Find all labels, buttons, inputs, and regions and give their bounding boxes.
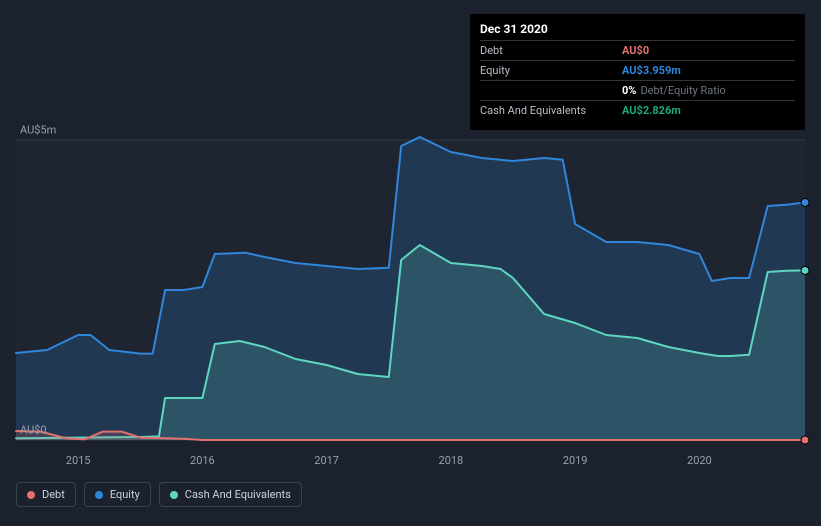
- tooltip-date: Dec 31 2020: [480, 22, 795, 40]
- x-axis-label: 2015: [66, 454, 91, 467]
- legend-item-debt[interactable]: Debt: [16, 482, 76, 507]
- tooltip-row-label: Debt: [480, 44, 622, 57]
- hover-marker-cash: [801, 266, 809, 274]
- tooltip-row: DebtAU$0: [480, 40, 795, 60]
- legend-dot: [27, 491, 35, 499]
- chart-legend: Debt Equity Cash And Equivalents: [16, 482, 302, 507]
- x-axis-label: 2018: [439, 454, 464, 467]
- tooltip-row-value: AU$0: [622, 44, 649, 57]
- x-axis-label: 2020: [687, 454, 712, 467]
- tooltip-row-label: Equity: [480, 64, 622, 77]
- y-axis-label: AU$0: [20, 424, 47, 437]
- tooltip-row-value: AU$2.826m: [622, 104, 681, 117]
- chart-area[interactable]: AU$5m AU$0 2015 2016 2017 2018 2019 2020: [16, 120, 805, 480]
- x-axis-label: 2019: [563, 454, 588, 467]
- chart-svg[interactable]: [16, 120, 805, 480]
- tooltip-row-label: Cash And Equivalents: [480, 104, 622, 117]
- legend-dot: [95, 491, 103, 499]
- tooltip-row: EquityAU$3.959m: [480, 60, 795, 80]
- legend-label: Debt: [42, 488, 65, 501]
- x-axis-label: 2017: [314, 454, 339, 467]
- tooltip-row: 0% Debt/Equity Ratio: [480, 80, 795, 100]
- tooltip-row-suffix: Debt/Equity Ratio: [640, 84, 725, 97]
- legend-item-cash[interactable]: Cash And Equivalents: [159, 482, 302, 507]
- legend-label: Equity: [110, 488, 140, 501]
- tooltip-row: Cash And EquivalentsAU$2.826m: [480, 100, 795, 120]
- hover-marker-equity: [801, 198, 809, 206]
- hover-marker-debt: [801, 436, 809, 444]
- chart-tooltip: Dec 31 2020 DebtAU$0EquityAU$3.959m0% De…: [470, 14, 805, 130]
- tooltip-row-value: 0%: [622, 84, 636, 97]
- legend-item-equity[interactable]: Equity: [84, 482, 151, 507]
- legend-dot: [170, 491, 178, 499]
- tooltip-row-value: AU$3.959m: [622, 64, 681, 77]
- legend-label: Cash And Equivalents: [185, 488, 291, 501]
- y-axis-label: AU$5m: [20, 124, 56, 137]
- x-axis-label: 2016: [190, 454, 215, 467]
